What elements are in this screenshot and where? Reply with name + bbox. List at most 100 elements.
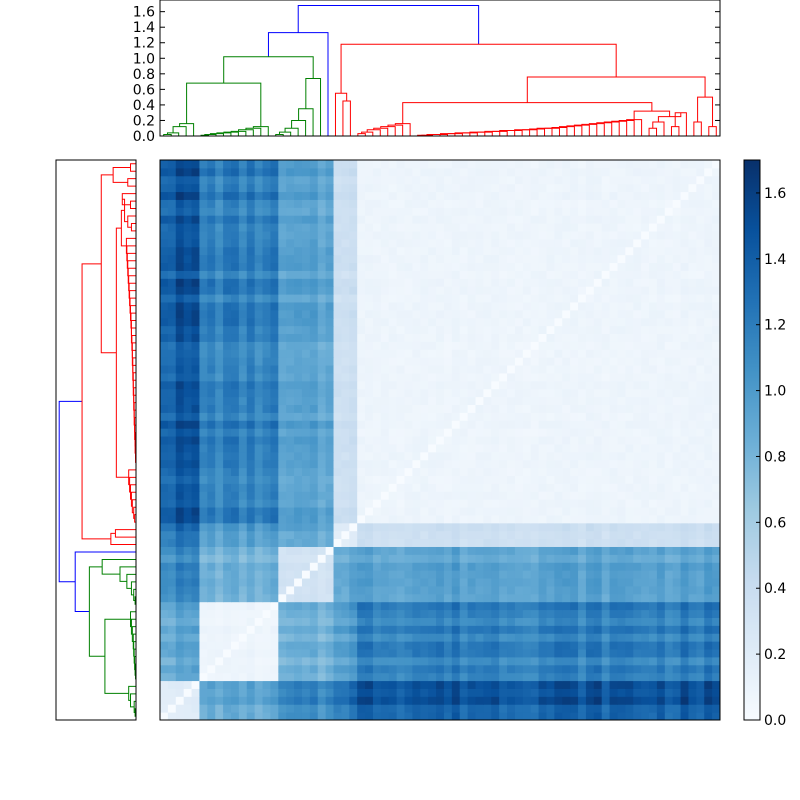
heatmap-cell: [183, 459, 193, 469]
heatmap-cell: [672, 641, 682, 650]
heatmap-cell: [191, 507, 200, 516]
top-dendrogram-link: [394, 123, 411, 136]
heatmap-cell: [712, 475, 721, 484]
heatmap-cell: [230, 294, 240, 303]
heatmap-cell: [230, 546, 240, 555]
heatmap-cell: [183, 562, 193, 571]
heatmap-cell: [230, 499, 240, 508]
heatmap-cell: [578, 207, 587, 216]
heatmap-cell: [491, 333, 500, 342]
heatmap-cell: [562, 254, 571, 264]
heatmap-cell: [491, 467, 500, 476]
heatmap-cell: [696, 546, 705, 555]
heatmap-cell: [578, 325, 587, 335]
heatmap-cell: [467, 404, 476, 413]
heatmap-cell: [467, 412, 476, 421]
heatmap-cell: [514, 380, 524, 390]
heatmap-cell: [301, 380, 311, 390]
heatmap-cell: [451, 286, 461, 295]
heatmap-cell: [649, 483, 658, 492]
heatmap-cell: [530, 475, 540, 484]
heatmap-cell: [585, 223, 595, 232]
heatmap-cell: [428, 609, 437, 618]
heatmap-cell: [254, 388, 264, 398]
heatmap-cell: [160, 609, 169, 618]
heatmap-cell: [570, 451, 579, 461]
heatmap-cell: [530, 246, 540, 256]
heatmap-cell: [396, 262, 406, 271]
heatmap-cell: [191, 246, 200, 256]
heatmap-cell: [294, 491, 303, 500]
heatmap-cell: [357, 538, 366, 547]
heatmap-cell: [522, 554, 532, 563]
heatmap-cell: [160, 388, 169, 398]
heatmap-cell: [175, 491, 185, 500]
heatmap-cell: [270, 420, 279, 429]
heatmap-cell: [404, 301, 413, 311]
heatmap-cell: [278, 215, 287, 224]
heatmap-cell: [656, 656, 666, 666]
heatmap-cell: [396, 238, 406, 248]
heatmap-cell: [522, 696, 532, 705]
heatmap-cell: [404, 333, 413, 342]
heatmap-cell: [649, 325, 658, 335]
heatmap-cell: [641, 278, 650, 287]
heatmap-cell: [270, 601, 279, 611]
left-dendrogram-link: [133, 588, 136, 602]
heatmap-cell: [412, 238, 421, 248]
heatmap-cell: [380, 507, 390, 516]
heatmap-cell: [317, 585, 327, 595]
heatmap-cell: [459, 483, 469, 492]
heatmap-cell: [593, 467, 603, 476]
heatmap-cell: [538, 672, 547, 682]
heatmap-cell: [357, 199, 366, 208]
heatmap-cell: [530, 309, 540, 319]
heatmap-cell: [270, 554, 279, 563]
heatmap-cell: [514, 412, 524, 421]
heatmap-cell: [475, 207, 484, 216]
heatmap-cell: [223, 680, 232, 689]
heatmap-cell: [625, 349, 634, 358]
heatmap-cell: [688, 349, 697, 358]
heatmap-cell: [672, 301, 682, 311]
heatmap-cell: [254, 183, 264, 193]
heatmap-cell: [167, 601, 177, 611]
heatmap-cell: [278, 380, 287, 390]
heatmap-cell: [309, 443, 319, 453]
heatmap-cell: [286, 223, 295, 232]
heatmap-cell: [546, 656, 555, 666]
heatmap-cell: [333, 388, 342, 398]
heatmap-cell: [633, 199, 642, 208]
heatmap-cell: [380, 246, 390, 256]
heatmap-cell: [230, 554, 240, 563]
heatmap-cell: [404, 199, 413, 208]
heatmap-cell: [649, 420, 658, 429]
heatmap-cell: [183, 341, 193, 350]
heatmap-cell: [325, 593, 335, 603]
heatmap-cell: [230, 633, 240, 642]
heatmap-cell: [696, 199, 705, 208]
heatmap-cell: [578, 585, 587, 595]
heatmap-cell: [649, 507, 658, 516]
heatmap-cell: [294, 207, 303, 216]
heatmap-cell: [333, 443, 342, 453]
heatmap-cell: [514, 301, 524, 311]
heatmap-cell: [475, 562, 484, 571]
heatmap-cell: [546, 294, 555, 303]
heatmap-cell: [183, 278, 193, 287]
heatmap-cell: [341, 388, 350, 398]
heatmap-cell: [199, 223, 208, 232]
heatmap-cell: [483, 333, 492, 342]
heatmap-cell: [278, 183, 287, 193]
heatmap-cell: [436, 215, 445, 224]
heatmap-cell: [522, 262, 532, 271]
heatmap-cell: [230, 712, 240, 721]
heatmap-cell: [649, 672, 658, 682]
heatmap-cell: [443, 278, 453, 287]
heatmap-cell: [428, 554, 437, 563]
heatmap-cell: [412, 357, 421, 366]
heatmap-cell: [672, 514, 682, 524]
heatmap-cell: [278, 262, 287, 271]
heatmap-cell: [349, 451, 358, 461]
heatmap-cell: [262, 262, 271, 271]
